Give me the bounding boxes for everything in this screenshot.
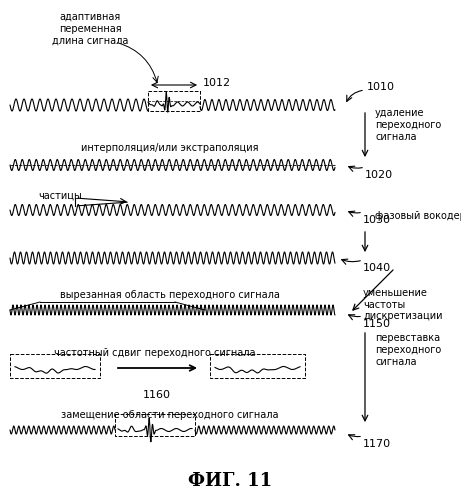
Text: интерполяция/или экстраполяция: интерполяция/или экстраполяция: [81, 143, 259, 153]
Text: частицы: частицы: [38, 191, 82, 201]
Text: замещение области переходного сигнала: замещение области переходного сигнала: [61, 410, 279, 420]
Text: ФИГ. 11: ФИГ. 11: [188, 472, 272, 490]
Text: 1170: 1170: [363, 439, 391, 449]
Text: 1040: 1040: [363, 263, 391, 273]
Text: 1030: 1030: [363, 215, 391, 225]
Text: адаптивная
переменная
длина сигнала: адаптивная переменная длина сигнала: [52, 12, 128, 45]
Text: удаление
переходного
сигнала: удаление переходного сигнала: [375, 108, 441, 142]
Text: 1012: 1012: [203, 78, 231, 88]
Text: фазовый вокодер: фазовый вокодер: [375, 211, 461, 221]
Text: перевставка
переходного
сигнала: перевставка переходного сигнала: [375, 334, 441, 366]
Text: 1160: 1160: [143, 390, 171, 400]
Text: 1010: 1010: [367, 82, 395, 92]
Text: 1020: 1020: [365, 170, 393, 180]
Text: уменьшение
частоты
дискретизации: уменьшение частоты дискретизации: [363, 288, 443, 321]
Text: частотный сдвиг переходного сигнала: частотный сдвиг переходного сигнала: [54, 348, 256, 358]
Text: 1150: 1150: [363, 319, 391, 329]
Text: вырезанная область переходного сигнала: вырезанная область переходного сигнала: [60, 290, 280, 300]
